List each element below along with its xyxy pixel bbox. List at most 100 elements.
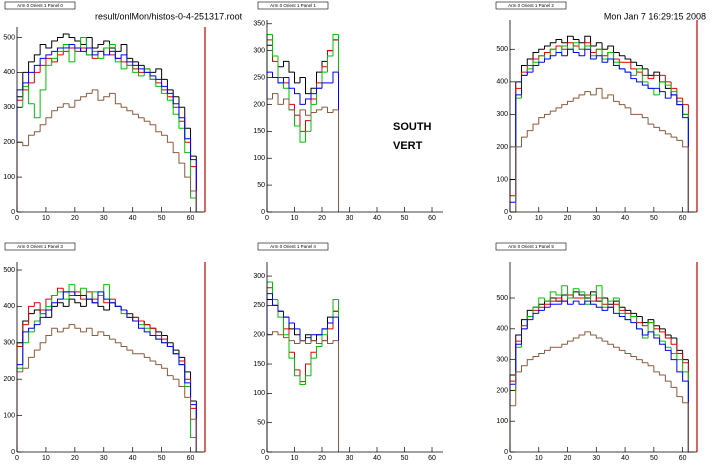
histogram-bin	[624, 55, 631, 60]
histogram-bin	[120, 342, 127, 347]
histogram-bin	[538, 297, 545, 308]
histogram-bin	[526, 130, 534, 138]
histogram-bin	[137, 114, 145, 119]
histogram-bin	[299, 125, 306, 143]
histogram-bin	[80, 287, 87, 296]
histogram-bin	[283, 98, 289, 105]
histogram-bin	[126, 310, 133, 318]
histogram-bin	[647, 362, 654, 367]
histogram-bin	[178, 152, 185, 164]
panel-title-box	[4, 242, 76, 251]
histogram-bin	[321, 328, 328, 335]
histogram-bin	[532, 356, 539, 360]
histogram-bin	[664, 81, 672, 86]
y-tick-label: 100	[3, 412, 15, 419]
panel-title-box	[495, 242, 567, 251]
histogram-bin	[647, 85, 654, 89]
histogram-bin	[97, 302, 104, 307]
histogram-bin	[515, 146, 522, 212]
histogram-bin	[590, 91, 597, 96]
x-tick-label: 50	[158, 215, 166, 222]
histogram-bin	[114, 302, 122, 307]
x-tick-label: 60	[679, 455, 687, 462]
file-name: result/onlMon/histos-0-4-251317.root	[95, 11, 243, 21]
histogram-bin	[647, 75, 654, 80]
histogram-bin	[590, 49, 597, 60]
histogram-bin	[601, 88, 608, 99]
histogram-bin	[288, 77, 295, 89]
x-tick-label: 60	[428, 455, 436, 462]
histogram-bin	[68, 44, 75, 63]
y-tick-label: 350	[253, 21, 265, 28]
y-tick-label: 150	[253, 128, 265, 135]
histogram-bin	[578, 291, 585, 296]
histogram-bin	[137, 61, 145, 66]
histogram-bin	[28, 305, 35, 325]
histogram-bin	[332, 71, 339, 83]
histogram-bin	[33, 131, 41, 136]
histogram-bin	[45, 64, 52, 90]
histogram-bin	[607, 341, 614, 345]
histogram-bin	[85, 295, 93, 300]
x-tick-label: 60	[428, 215, 436, 222]
histogram-bin	[143, 328, 151, 333]
histogram-bin	[682, 396, 689, 404]
y-tick-label: 0	[11, 209, 15, 216]
histogram-bin	[630, 310, 637, 314]
histogram-bin	[630, 62, 637, 70]
histogram-bin	[659, 371, 666, 376]
histogram-bin	[332, 340, 339, 344]
histogram-bin	[538, 117, 545, 125]
histogram-bin	[305, 337, 311, 341]
histogram-bin	[561, 104, 568, 108]
x-tick-label: 30	[592, 455, 600, 462]
histogram-bin	[618, 101, 626, 106]
histogram-bin	[595, 48, 603, 56]
histogram-bin	[521, 328, 528, 345]
histogram-bin	[676, 353, 683, 361]
histogram-bin	[578, 301, 585, 305]
histogram-bin	[572, 36, 580, 41]
histogram-bin	[595, 42, 603, 47]
histogram-bin	[310, 112, 317, 116]
histogram-bin	[103, 51, 110, 56]
x-tick-label: 30	[100, 215, 108, 222]
histogram-bin	[143, 320, 151, 326]
histogram-bin	[595, 304, 603, 308]
x-tick-label: 10	[535, 215, 543, 222]
histogram-bin	[647, 319, 654, 323]
histogram-bin	[277, 305, 284, 312]
histogram-bin	[39, 124, 46, 132]
histogram-bin	[80, 36, 87, 48]
histogram-bin	[670, 350, 677, 361]
histogram-bin	[80, 47, 87, 52]
histogram-bin	[56, 328, 64, 333]
histogram-bin	[682, 371, 689, 382]
histogram-bin	[607, 45, 614, 50]
histogram-bin	[555, 52, 562, 56]
y-tick-label: 200	[3, 376, 15, 383]
histogram-bin	[327, 340, 333, 345]
histogram-bin	[22, 331, 29, 365]
x-tick-label: 50	[401, 455, 409, 462]
histogram-bin	[624, 350, 631, 354]
y-tick-label: 200	[496, 144, 508, 151]
histogram-bin	[161, 364, 168, 369]
histogram-bin	[294, 358, 300, 377]
histogram-bin	[526, 359, 534, 366]
histogram-bin	[120, 54, 127, 59]
histogram-bin	[664, 375, 672, 382]
histogram-bin	[647, 331, 654, 335]
histogram-bin	[601, 285, 608, 308]
histogram-bin	[28, 356, 35, 369]
histogram-bin	[97, 291, 104, 303]
histogram-bin	[190, 397, 197, 420]
histogram-bin	[595, 55, 603, 60]
histogram-bin	[126, 64, 133, 69]
histogram-bin	[310, 357, 317, 376]
y-tick-label: 400	[3, 303, 15, 310]
histogram-bin	[277, 93, 284, 105]
histogram-bin	[33, 302, 41, 307]
histogram-bin	[114, 51, 122, 59]
histogram-bin	[618, 347, 626, 351]
